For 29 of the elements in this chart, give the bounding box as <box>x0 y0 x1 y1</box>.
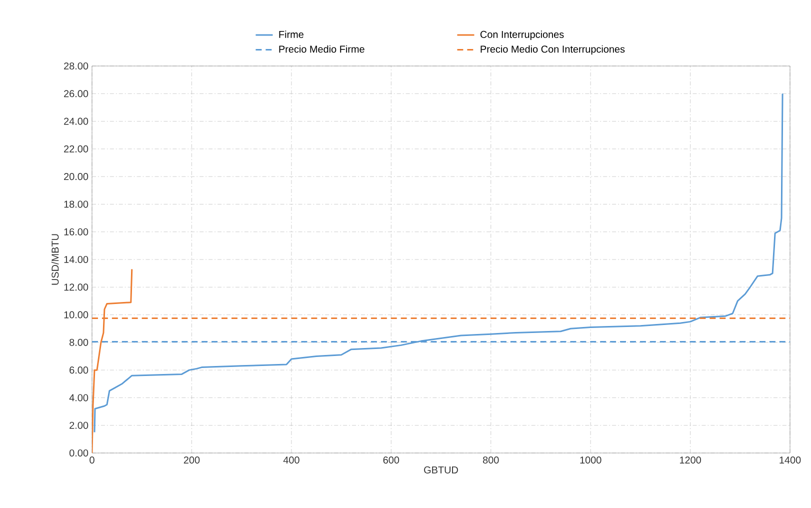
y-axis-title: USD/MBTU <box>51 234 59 285</box>
y-tick-label: 14.00 <box>64 256 88 264</box>
y-tick-label: 0.00 <box>69 449 88 457</box>
legend-label: Con Interrupciones <box>480 30 564 40</box>
y-tick-label: 26.00 <box>64 90 88 98</box>
y-tick-label: 4.00 <box>69 394 88 402</box>
y-tick-label: 2.00 <box>70 422 88 429</box>
x-tick-label: 400 <box>283 456 300 464</box>
y-tick-label: 24.00 <box>64 118 88 125</box>
y-tick-label: 22.00 <box>64 145 88 152</box>
x-tick-label: 1200 <box>680 456 701 464</box>
y-tick-label: 16.00 <box>64 228 88 236</box>
y-tick-label: 6.00 <box>70 366 88 374</box>
x-tick-label: 600 <box>383 456 400 464</box>
x-axis-title: GBTUD <box>424 466 458 474</box>
legend-label: Precio Medio Firme <box>279 45 364 53</box>
legend-label: Firme <box>279 30 304 38</box>
y-tick-label: 10.00 <box>64 311 88 318</box>
y-tick-label: 18.00 <box>64 200 88 208</box>
y-tick-label: 28.00 <box>64 62 88 70</box>
x-tick-label: 1000 <box>580 456 602 464</box>
y-tick-label: 20.00 <box>64 173 88 180</box>
x-tick-label: 200 <box>184 456 200 464</box>
legend-label: Precio Medio Con Interrupciones <box>480 45 625 55</box>
x-tick-label: 0 <box>90 456 94 464</box>
x-tick-label: 800 <box>482 456 499 464</box>
x-tick-label: 1400 <box>780 456 801 464</box>
y-tick-label: 12.00 <box>64 284 88 291</box>
y-tick-label: 8.00 <box>70 338 88 346</box>
